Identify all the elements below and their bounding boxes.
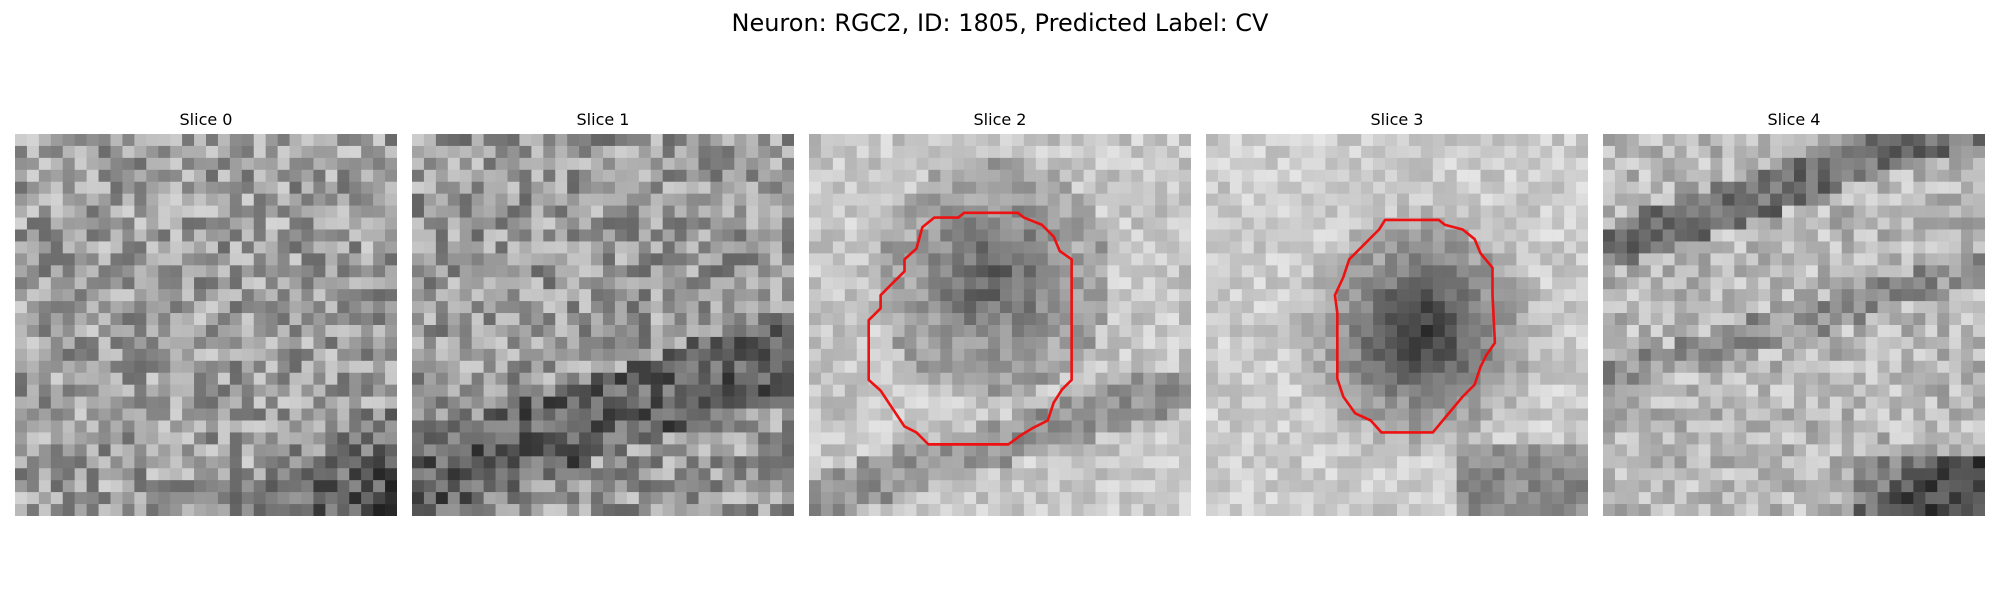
slice-image bbox=[809, 134, 1191, 516]
segmentation-contour bbox=[1333, 218, 1497, 434]
figure-title: Neuron: RGC2, ID: 1805, Predicted Label:… bbox=[731, 9, 1269, 37]
slice-image bbox=[1206, 134, 1588, 516]
panel-title: Slice 4 bbox=[1767, 110, 1821, 129]
slice-image bbox=[1603, 134, 1985, 516]
segmentation-contour bbox=[867, 211, 1073, 446]
slice-image bbox=[15, 134, 397, 516]
panel-slice-2: Slice 2 bbox=[809, 108, 1191, 518]
panel-title: Slice 3 bbox=[1370, 110, 1424, 129]
slice-image bbox=[412, 134, 794, 516]
panel-slice-1: Slice 1 bbox=[412, 108, 794, 518]
panel-title: Slice 0 bbox=[179, 110, 233, 129]
panel-slice-3: Slice 3 bbox=[1206, 108, 1588, 518]
panel-title: Slice 2 bbox=[973, 110, 1027, 129]
panel-title: Slice 1 bbox=[576, 110, 630, 129]
panel-slice-4: Slice 4 bbox=[1603, 108, 1985, 518]
panel-slice-0: Slice 0 bbox=[15, 108, 397, 518]
